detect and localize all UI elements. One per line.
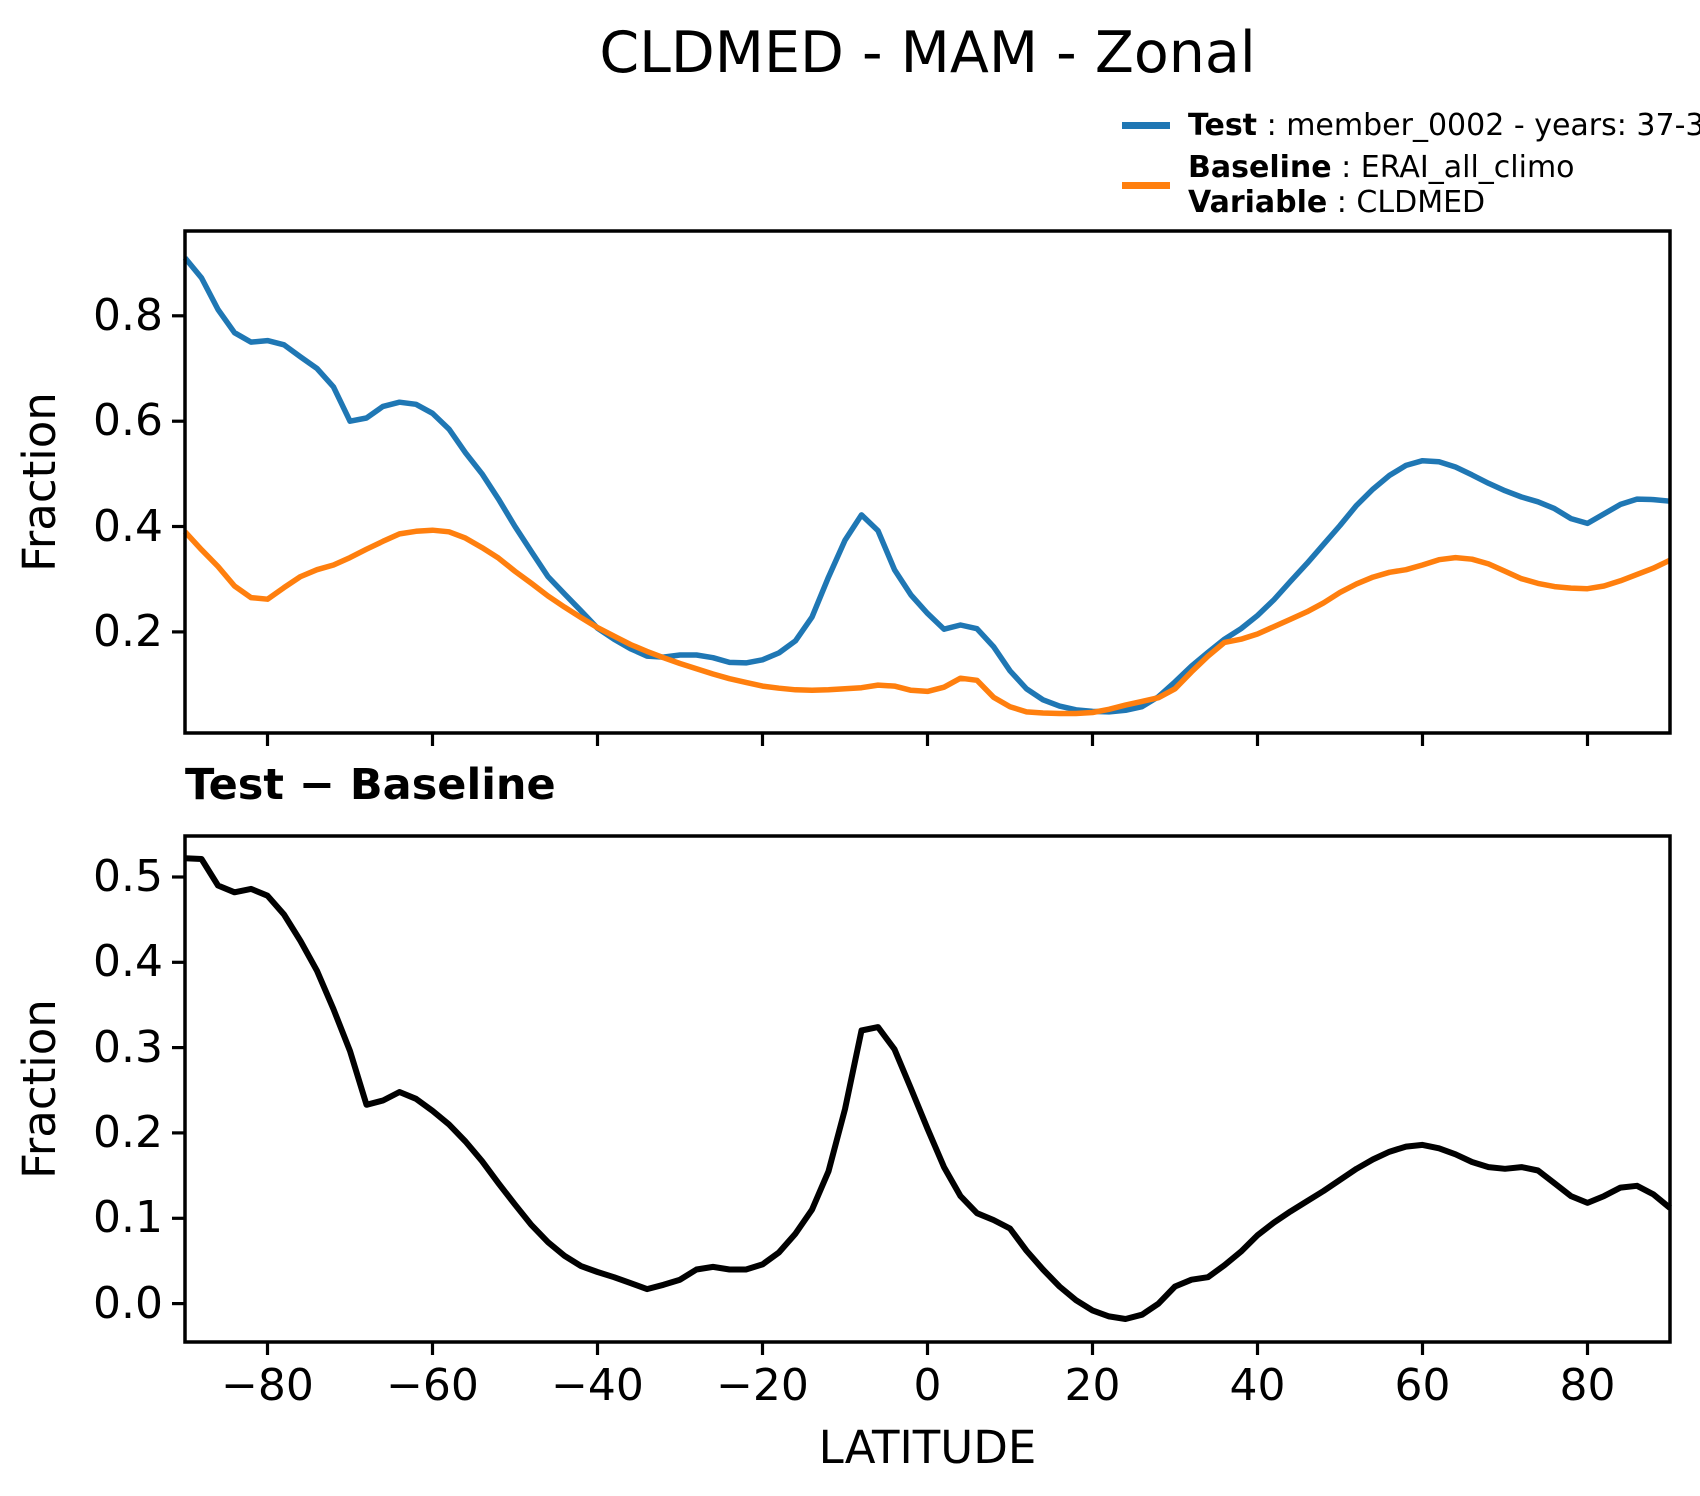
legend-label-baseline-key: Baseline <box>1188 150 1332 185</box>
legend-entry-baseline: Baseline : ERAI_all_climo Variable : CLD… <box>1122 150 1575 220</box>
baseline-line-swatch <box>1122 181 1170 189</box>
series-line-1-0 <box>184 855 1672 1322</box>
x-axis-label: LATITUDE <box>818 1421 1037 1474</box>
legend-label-baseline-line: Baseline : ERAI_all_climo <box>1188 150 1575 185</box>
legend-label-test-value: : member_0002 - years: 37-37 <box>1257 108 1700 143</box>
figure-title: CLDMED - MAM - Zonal <box>599 20 1256 86</box>
y-tick-label: 0.2 <box>93 605 163 657</box>
y-tick-label: 0.3 <box>93 1021 163 1073</box>
x-tick-label: 80 <box>1559 1360 1616 1411</box>
y-tick-label: 0.2 <box>93 1106 163 1158</box>
y-tick-label: 0.4 <box>93 500 163 552</box>
x-tick-label: −20 <box>716 1360 809 1411</box>
x-tick-label: −80 <box>221 1360 314 1411</box>
legend-label-variable-key: Variable <box>1188 185 1328 220</box>
legend-label-baseline: Baseline : ERAI_all_climo Variable : CLD… <box>1188 150 1575 220</box>
y-tick-label: 0.1 <box>93 1192 163 1244</box>
test-line-swatch <box>1122 122 1170 129</box>
legend-label-variable-value: : CLDMED <box>1327 185 1486 220</box>
legend-label-test: Test : member_0002 - years: 37-37 <box>1188 108 1700 143</box>
legend-label-baseline-value: : ERAI_all_climo <box>1331 150 1575 185</box>
x-tick-label: 40 <box>1229 1360 1286 1411</box>
x-tick-label: −60 <box>386 1360 479 1411</box>
y-tick-label: 0.8 <box>93 289 163 341</box>
x-tick-label: 20 <box>1064 1360 1121 1411</box>
series-line-0-0 <box>182 256 1671 715</box>
axes-spines <box>183 229 1672 735</box>
y-tick-label: 0.4 <box>93 936 163 988</box>
series-line-0-1 <box>182 527 1672 717</box>
y-tick-label: 0.5 <box>93 850 163 902</box>
difference-panel-title: Test − Baseline <box>185 760 556 810</box>
x-tick-label: 0 <box>913 1360 942 1411</box>
x-tick-label: −40 <box>551 1360 644 1411</box>
legend-label-test-key: Test <box>1188 108 1258 143</box>
legend-entry-test: Test : member_0002 - years: 37-37 <box>1122 108 1700 143</box>
axes-spines <box>183 834 1672 1344</box>
x-tick-label: 60 <box>1394 1360 1451 1411</box>
y-tick-label: 0.6 <box>93 395 163 447</box>
legend-label-variable-line: Variable : CLDMED <box>1188 185 1575 220</box>
y-tick-label: 0.0 <box>93 1277 163 1329</box>
